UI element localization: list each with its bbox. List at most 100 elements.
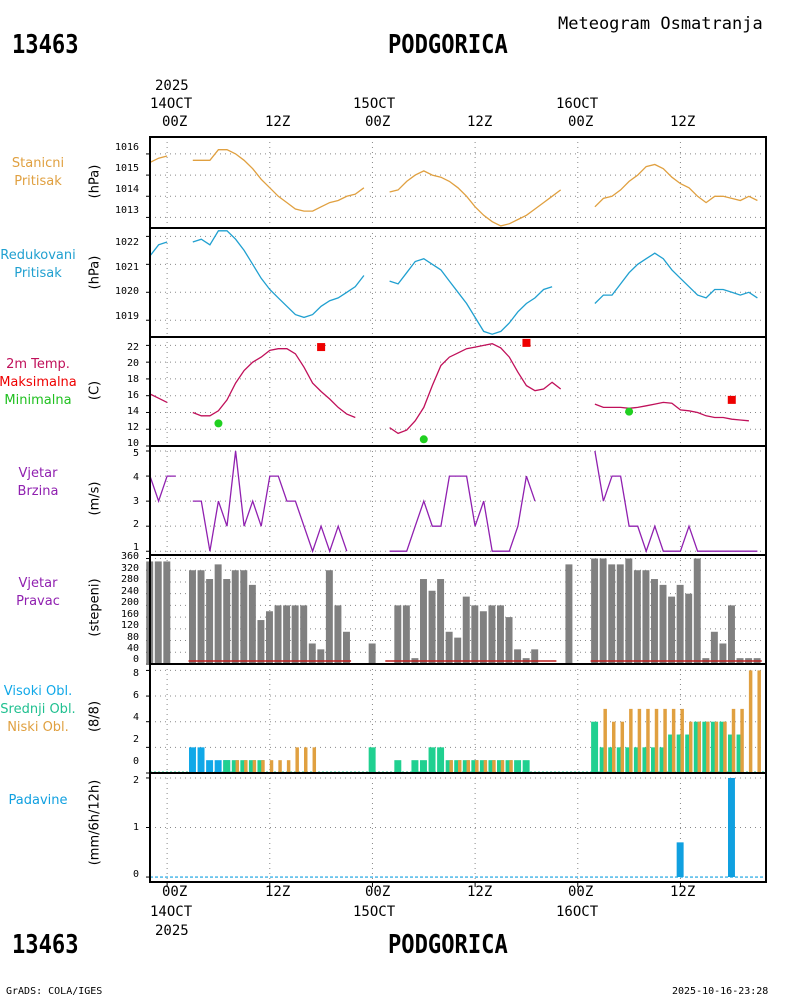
wind-dir-bar-8 (231, 570, 239, 664)
cloud-mid-bar-23 (608, 747, 616, 773)
temperature-line-segment-3 (594, 401, 749, 422)
cloud-mid-bar-1 (231, 760, 239, 773)
pressure-tick-1014: 1014 (115, 184, 140, 195)
precip-label: Padavine (0, 792, 93, 810)
wind-dir-bar-30 (454, 637, 462, 664)
cloud-mid-bar-17 (497, 760, 504, 773)
cloud-mid-bar-8 (420, 760, 427, 773)
temperature-line-segment-1 (192, 348, 356, 419)
wind-dir-bar-24 (402, 605, 410, 664)
cloud-mid-bar-29 (659, 747, 667, 773)
cloud-mid-bar-16 (488, 760, 496, 773)
top-axis-time-5: 00Z (568, 114, 594, 130)
station-pressure-line-segment-0 (149, 155, 168, 163)
cloud-low-bar-6 (286, 760, 291, 773)
wind-dir-bar-33 (479, 611, 487, 664)
cloud-low-bar-24 (646, 708, 650, 773)
wind-dir-bar-7 (223, 579, 231, 664)
wind-dir-bar-21 (343, 631, 350, 664)
cloud-low-bar-12 (458, 760, 462, 773)
station-name-bottom: PODGORICA (388, 930, 508, 960)
temp-tick-22: 22 (127, 342, 140, 353)
wind-dir-bar-49 (659, 584, 667, 664)
top-axis-time-6: 12Z (670, 114, 696, 130)
station-id-top: 13463 (12, 30, 79, 60)
cloud-mid-bar-19 (514, 760, 522, 773)
cloud-low-bar-0 (235, 760, 240, 773)
bottom-axis-time-1: 00Z (162, 884, 188, 900)
clouds-label-line2: Srednji Obl. (0, 702, 76, 717)
clouds-label: Visoki Obl. Srednji Obl. Niski Obl. (0, 683, 93, 737)
bottom-axis-time-6: 12Z (670, 884, 696, 900)
wind-dir-bar-31 (462, 596, 470, 664)
wind-dir-tick-80: 80 (127, 632, 140, 643)
temp-tick-14: 14 (127, 406, 140, 417)
pressure-label: Stanicni Pritisak (0, 155, 93, 191)
cloud-low-bar-13 (466, 760, 471, 773)
precip-tick-0: 0 (133, 869, 140, 880)
cloud-mid-bar-2 (240, 760, 248, 773)
wind-speed-tick-5: 5 (133, 448, 140, 459)
pressure-tick-1013: 1013 (115, 205, 140, 216)
pressure-tick-1016: 1016 (115, 142, 140, 153)
temp-tick-10: 10 (127, 438, 140, 449)
station-id-bottom: 13463 (12, 930, 79, 960)
cloud-low-bar-3 (261, 760, 265, 773)
precip-label-line1: Padavine (8, 793, 68, 808)
wind-dir-bar-10 (248, 584, 256, 664)
wind-dir-bar-16 (300, 605, 308, 664)
bottom-axis-time-3: 00Z (365, 884, 391, 900)
cloud-low-bar-34 (731, 708, 736, 773)
top-axis-time-3: 00Z (365, 114, 391, 130)
cloud-mid-bar-14 (471, 760, 479, 773)
wind-dir-tick-320: 320 (121, 563, 140, 574)
cloud-mid-bar-4 (257, 760, 265, 773)
cloud-low-bar-20 (612, 721, 616, 773)
clouds-label-line3: Niski Obl. (7, 720, 69, 735)
wind-dir-bar-44 (616, 564, 624, 664)
wind-speed-line-segment-1 (192, 450, 348, 554)
clouds-tick-6: 6 (133, 690, 140, 701)
cloud-mid-bar-22 (599, 747, 607, 773)
wind-speed-tick-1: 1 (133, 542, 140, 553)
wind-dir-bar-43 (608, 564, 616, 664)
wind-dir-bar-5 (206, 579, 214, 664)
wind-dir-bar-53 (693, 558, 701, 664)
footer-credit: GrADS: COLA/IGES (6, 986, 103, 997)
cloud-low-bar-9 (312, 747, 317, 773)
wind-dir-bar-40 (565, 564, 573, 664)
wind-dir-bar-15 (291, 605, 299, 664)
cloud-low-bar-25 (654, 708, 659, 773)
reduced-pressure-line-segment-0 (149, 241, 168, 257)
top-axis-day-1: 14OCT (150, 96, 193, 112)
wind-dir-bar-19 (325, 570, 333, 664)
wind-dir-bar-11 (257, 620, 265, 664)
cloud-low-bar-22 (629, 708, 633, 773)
wind-speed-line-segment-2 (389, 475, 536, 552)
wind-speed-line-segment-0 (149, 475, 176, 504)
cloud-low-bar-31 (706, 721, 710, 773)
tmin-marker-2 (625, 407, 634, 416)
temp-tick-18: 18 (127, 374, 140, 385)
wind-dir-bar-36 (505, 617, 513, 664)
cloud-low-bar-23 (637, 708, 642, 773)
tmax-marker-2 (727, 395, 736, 404)
cloud-mid-bar-31 (676, 734, 684, 773)
tmin-marker-1 (419, 435, 428, 444)
bottom-axis-time-4: 12Z (467, 884, 493, 900)
wind-dir-bar-41 (591, 558, 599, 664)
wind-dir-bar-55 (710, 631, 718, 664)
cloud-mid-bar-36 (719, 721, 727, 773)
wind-speed-tick-3: 3 (133, 496, 140, 507)
cloud-low-bar-29 (689, 721, 693, 773)
cloud-low-bar-21 (620, 721, 625, 773)
pressure-label-line1: Stanicni (11, 156, 65, 171)
wind-speed-tick-4: 4 (133, 472, 140, 483)
cloud-mid-bar-10 (437, 747, 445, 773)
cloud-low-bar-14 (475, 760, 479, 773)
wind-dir-bar-32 (471, 605, 479, 664)
cloud-low-bar-2 (252, 760, 257, 773)
cloud-mid-bar-38 (736, 734, 744, 773)
wind-speed-label-line2: Brzina (17, 484, 59, 499)
reduced-tick-1021: 1021 (115, 262, 140, 273)
